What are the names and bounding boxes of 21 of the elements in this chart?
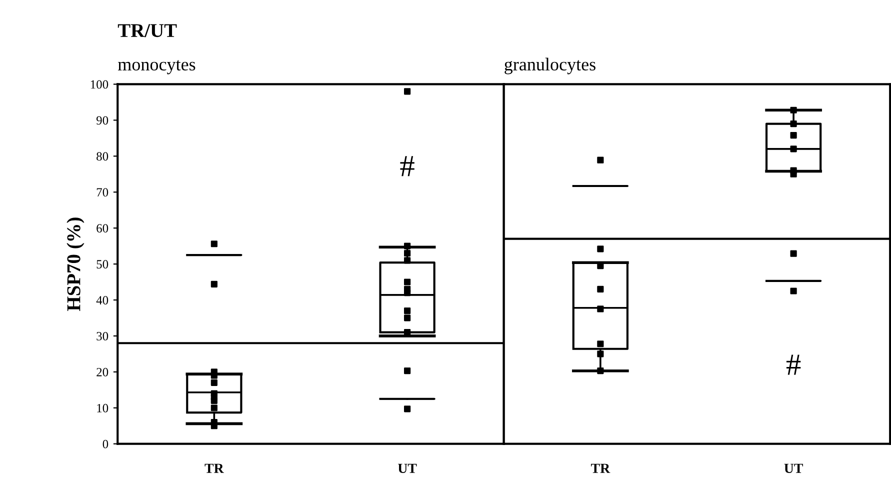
x-tick-label: TR [204, 464, 224, 473]
y-tick-label: 0 [102, 440, 108, 448]
y-tick-label: 20 [96, 368, 108, 376]
y-tick-label: 60 [96, 224, 108, 233]
x-tick-label: UT [398, 464, 417, 474]
y-tick-label: 80 [96, 152, 108, 161]
y-tick-label: 90 [96, 116, 108, 125]
x-tick-label: UT [784, 464, 803, 474]
chart-title: TR/UT [118, 24, 177, 38]
y-tick-label: 50 [96, 260, 108, 268]
y-tick-label: 30 [96, 332, 108, 340]
y-tick-label: 40 [96, 296, 108, 304]
annotation: # [786, 354, 801, 375]
annotation: # [400, 156, 414, 176]
y-tick-label: 70 [96, 188, 108, 197]
y-tick-label: 10 [97, 404, 108, 412]
y-tick-label: 100 [90, 80, 108, 89]
x-tick-label: TR [590, 464, 610, 473]
chart-subtitle: granulocytes [504, 58, 596, 74]
y-axis-title: HSP70 (%) [66, 218, 84, 311]
chart-subtitle: monocytes [118, 60, 196, 74]
